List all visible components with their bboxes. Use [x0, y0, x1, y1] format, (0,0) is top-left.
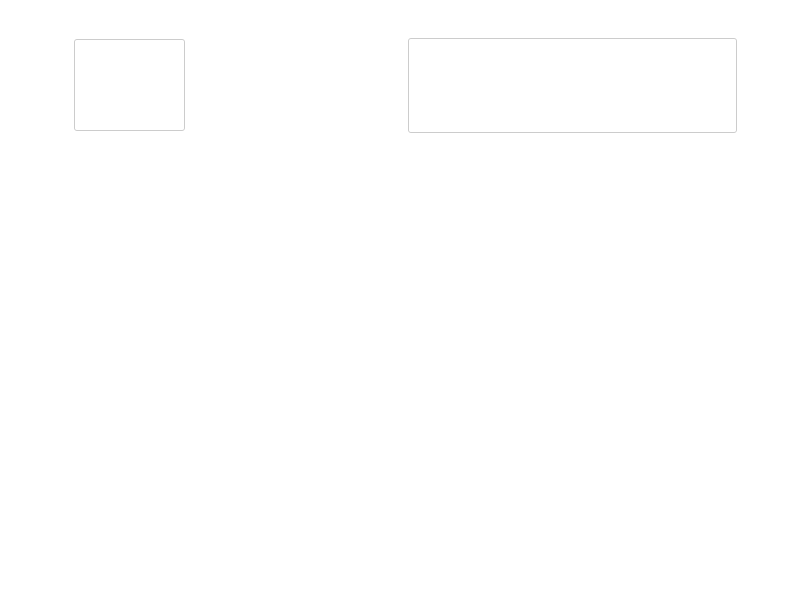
- legend-psd: [74, 39, 185, 131]
- legend-shapers: [408, 38, 737, 133]
- y-axis-right-label: [770, 137, 788, 437]
- y-axis-left-label: [10, 137, 28, 437]
